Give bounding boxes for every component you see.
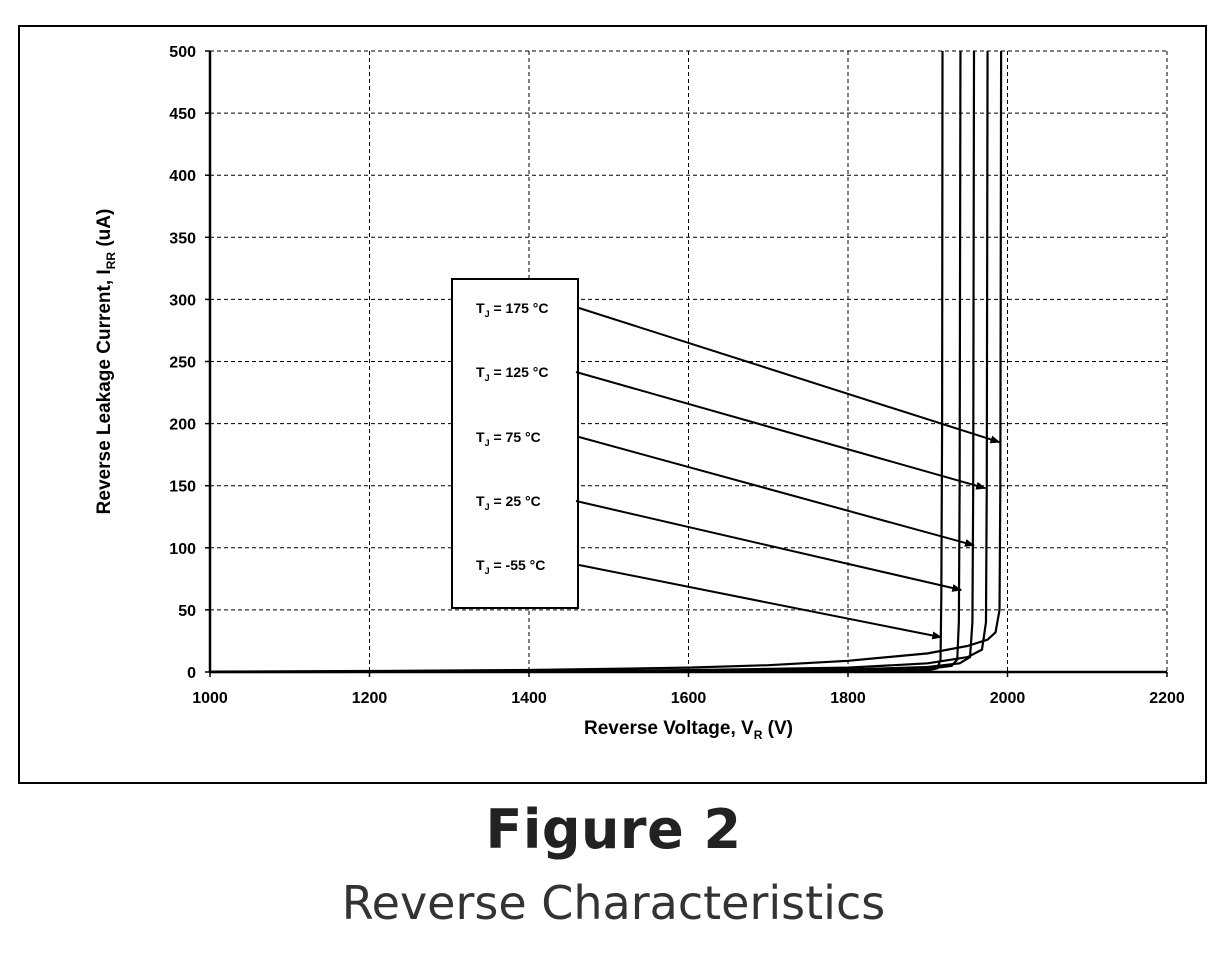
y-tick-label: 300 <box>169 292 196 309</box>
axis-labels: Reverse Voltage, VR (V) Reverse Leakage C… <box>94 209 793 742</box>
y-tick-label: 350 <box>169 230 196 247</box>
legend-arrow <box>578 436 975 547</box>
x-tick-label: 1200 <box>352 690 388 707</box>
legend-entry: TJ = 125 °C <box>476 364 549 383</box>
chart-frame: 1000 1200 1400 1600 1800 2000 2200 0 50 100 150 200… <box>18 25 1207 784</box>
legend-box: TJ = 175 °C TJ = 125 °C TJ = 75 °C TJ = 25 … <box>451 278 1001 640</box>
x-axis-label: Reverse Voltage, VR (V) <box>584 718 793 742</box>
y-tick-label: 50 <box>178 603 196 620</box>
x-tick-label: 2000 <box>990 690 1026 707</box>
y-tick-label: 150 <box>169 479 196 496</box>
figure-title: Figure 2 <box>485 798 742 861</box>
series-lines <box>209 50 1003 674</box>
y-tick-label: 100 <box>169 541 196 558</box>
x-tick-label: 1000 <box>192 690 228 707</box>
y-tick-label: 200 <box>169 417 196 434</box>
legend-entry: TJ = 25 °C <box>476 493 541 512</box>
legend-entry: TJ = 175 °C <box>476 300 549 319</box>
y-tick-label: 450 <box>169 106 196 123</box>
y-tick-label: 250 <box>169 355 196 372</box>
axes: 1000 1200 1400 1600 1800 2000 2200 0 50 100 150 200… <box>169 44 1185 707</box>
legend-entry: TJ = -55 °C <box>476 557 545 576</box>
figure-caption: Reverse Characteristics <box>341 876 886 930</box>
x-tick-label: 1800 <box>830 690 866 707</box>
legend-arrow <box>575 500 963 592</box>
legend-entry: TJ = 75 °C <box>476 429 541 448</box>
series-line <box>209 50 944 674</box>
legend-arrow <box>575 371 987 490</box>
legend-arrow <box>578 307 1001 444</box>
legend-arrow <box>578 564 943 640</box>
y-axis-label: Reverse Leakage Current, IRR (uA) <box>94 209 118 515</box>
legend-frame <box>451 278 579 609</box>
x-tick-label: 1400 <box>511 690 547 707</box>
reverse-characteristics-chart: 1000 1200 1400 1600 1800 2000 2200 0 50 100 150 200… <box>94 44 1185 742</box>
x-tick-label: 1600 <box>671 690 707 707</box>
y-tick-label: 0 <box>187 665 196 682</box>
y-tick-label: 400 <box>169 168 196 185</box>
x-tick-label: 2200 <box>1149 690 1185 707</box>
y-tick-label: 500 <box>169 44 196 61</box>
grid-lines <box>210 50 1168 672</box>
